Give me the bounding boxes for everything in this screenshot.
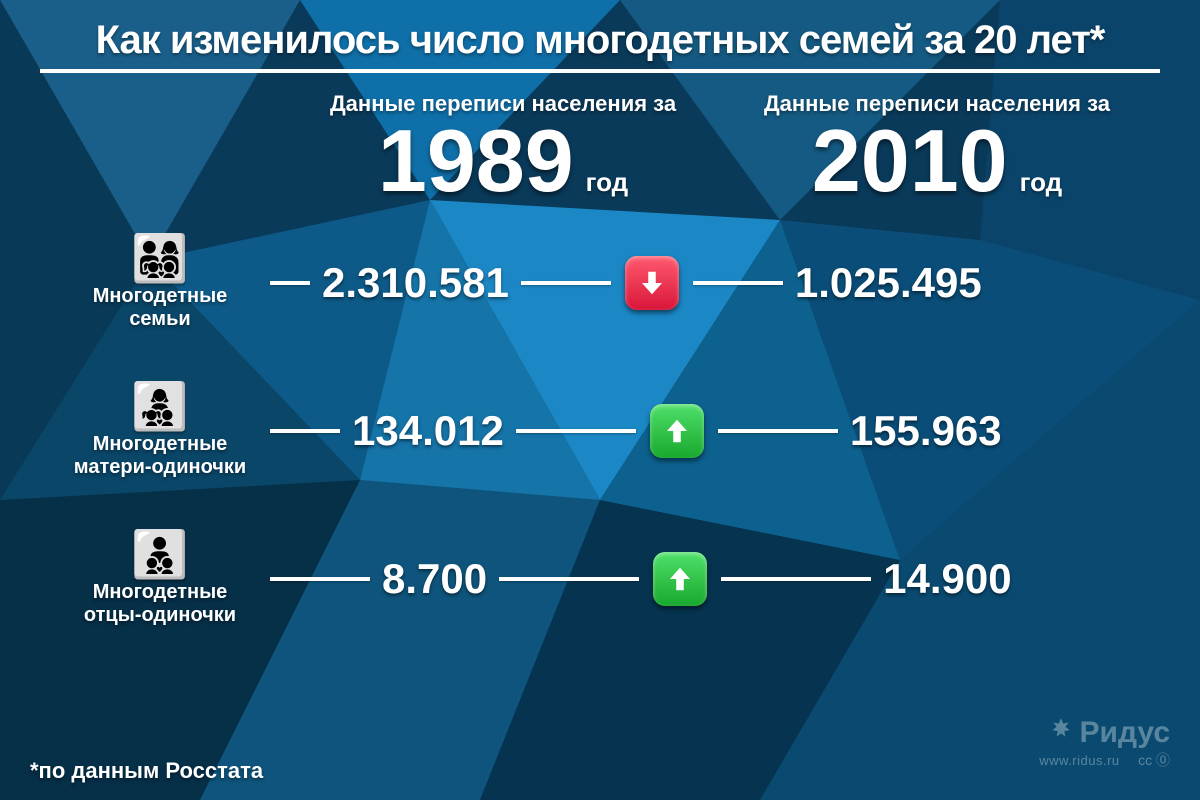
infographic-content: Как изменилось число многодетных семей з… (0, 0, 1200, 800)
connector (521, 281, 611, 285)
page-title: Как изменилось число многодетных семей з… (40, 18, 1160, 73)
value-left: 2.310.581 (310, 259, 521, 307)
trend-down-icon (625, 256, 679, 310)
year-value-right: 2010 (812, 117, 1008, 205)
row-label: 👩‍👧‍👦Многодетные матери-одиночки (50, 383, 270, 479)
footnote: *по данным Росстата (30, 758, 263, 784)
connector (499, 577, 639, 581)
data-rows: 👨‍👩‍👧‍👦Многодетные семьи 2.310.581 1.025.4… (30, 235, 1170, 627)
connector (270, 281, 310, 285)
value-right: 155.963 (838, 407, 1014, 455)
data-row: 👨‍👩‍👧‍👦Многодетные семьи 2.310.581 1.025.4… (50, 235, 1170, 331)
trend-up-icon (650, 404, 704, 458)
value-right: 1.025.495 (783, 259, 994, 307)
year-headers: Данные переписи населения за 1989 год Да… (30, 91, 1170, 205)
connector (693, 281, 783, 285)
row-caption: Многодетные матери-одиночки (50, 433, 270, 479)
connector (270, 577, 370, 581)
year-suffix-left: год (586, 167, 629, 198)
family-icon: 👩‍👧‍👦 (50, 383, 270, 429)
value-left: 134.012 (340, 407, 516, 455)
year-value-left: 1989 (378, 117, 574, 205)
row-label: 👨‍👦‍👦Многодетные отцы-одиночки (50, 531, 270, 627)
data-row: 👨‍👦‍👦Многодетные отцы-одиночки 8.700 14.90… (50, 531, 1170, 627)
connector (516, 429, 636, 433)
watermark-cc: cc ⓪ (1138, 752, 1170, 768)
connector (721, 577, 871, 581)
row-label: 👨‍👩‍👧‍👦Многодетные семьи (50, 235, 270, 331)
row-caption: Многодетные семьи (50, 285, 270, 331)
year-block-left: Данные переписи населения за 1989 год (330, 91, 676, 205)
data-row: 👩‍👧‍👦Многодетные матери-одиночки 134.012 1… (50, 383, 1170, 479)
value-left: 8.700 (370, 555, 499, 603)
year-block-right: Данные переписи населения за 2010 год (764, 91, 1110, 205)
row-caption: Многодетные отцы-одиночки (50, 581, 270, 627)
family-icon: 👨‍👩‍👧‍👦 (50, 235, 270, 281)
value-right: 14.900 (871, 555, 1023, 603)
watermark-url: www.ridus.ru (1039, 753, 1119, 768)
connector (718, 429, 838, 433)
watermark-logo-icon (1048, 716, 1074, 750)
trend-up-icon (653, 552, 707, 606)
year-suffix-right: год (1020, 167, 1063, 198)
watermark-brand-text: Ридус (1080, 716, 1170, 750)
connector (270, 429, 340, 433)
family-icon: 👨‍👦‍👦 (50, 531, 270, 577)
watermark: Ридус www.ridus.ru cc ⓪ (1039, 716, 1170, 770)
